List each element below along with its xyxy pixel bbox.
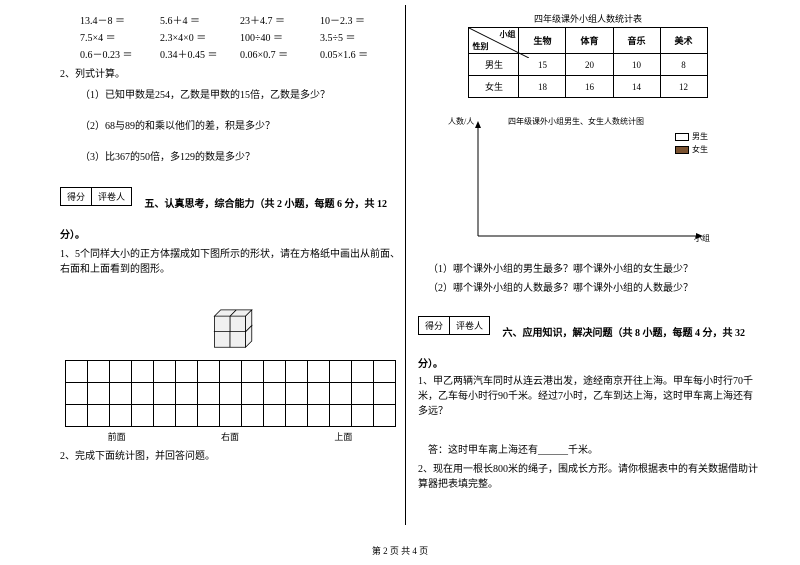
view-right: 右面 [221, 430, 239, 443]
score-label: 得分 [61, 188, 92, 205]
score-label: 得分 [419, 317, 450, 334]
calc: 0.05×1.6 ＝ [320, 46, 400, 61]
section6-header: 得分 评卷人 六、应用知识，解决问题（共 8 小题，每题 4 分，共 32 [418, 308, 758, 339]
cell: 8 [660, 54, 707, 76]
view-front: 前面 [108, 430, 126, 443]
q6-1: 1、甲乙两辆汽车同时从连云港出发，途经南京开往上海。甲车每小时行70千米，乙车每… [418, 374, 758, 419]
fen-paren: 分）。 [60, 226, 400, 241]
diag-top: 小组 [499, 29, 515, 40]
calc: 100÷40 ＝ [240, 29, 320, 44]
calc: 3.5÷5 ＝ [320, 29, 400, 44]
calc-row: 13.4－8 ＝ 5.6＋4 ＝ 23＋4.7 ＝ 10－2.3 ＝ [80, 12, 400, 27]
data-table: 小组 性别 生物 体育 音乐 美术 男生 15 20 10 8 女生 18 16… [468, 27, 707, 98]
chart-subtitle: 四年级课外小组男生、女生人数统计图 [508, 116, 644, 127]
qr1: （1）哪个课外小组的男生最多？哪个课外小组的女生最少？ [418, 260, 758, 275]
calc: 0.6－0.23 ＝ [80, 46, 160, 61]
cell: 18 [519, 76, 566, 98]
chart-axes [448, 106, 728, 256]
calc: 7.5×4 ＝ [80, 29, 160, 44]
col-h: 音乐 [613, 28, 660, 54]
reviewer-label: 评卷人 [450, 317, 489, 334]
calc-row: 0.6－0.23 ＝ 0.34＋0.45 ＝ 0.06×0.7 ＝ 0.05×1… [80, 46, 400, 61]
calc: 2.3×4×0 ＝ [160, 29, 240, 44]
page-footer: 第 2 页 共 4 页 [0, 544, 800, 557]
diag-bot: 性别 [472, 41, 488, 52]
diag-header: 小组 性别 [469, 28, 519, 54]
section5-title: 五、认真思考，综合能力（共 2 小题，每题 6 分，共 12 [145, 195, 388, 210]
q6-2: 2、现在用一根长800米的绳子，围成长方形。请你根据表中的有关数据借助计算器把表… [418, 460, 758, 490]
cell: 12 [660, 76, 707, 98]
q5-1: 1、5个同样大小的正方体摆成如下图所示的形状，请在方格纸中画出从前面、右面和上面… [60, 245, 400, 275]
cell: 14 [613, 76, 660, 98]
legend-swatch-girl [675, 146, 689, 154]
calc: 5.6＋4 ＝ [160, 12, 240, 27]
cell: 16 [566, 76, 613, 98]
left-column: 13.4－8 ＝ 5.6＋4 ＝ 23＋4.7 ＝ 10－2.3 ＝ 7.5×4… [60, 12, 400, 466]
data-table-title: 四年级课外小组人数统计表 [418, 12, 758, 25]
q2a: （1）已知甲数是254，乙数是甲数的15倍，乙数是多少？ [60, 86, 400, 101]
view-top: 上面 [334, 430, 352, 443]
ans-line: 答：这时甲车离上海还有______千米。 [418, 441, 758, 456]
y-axis-label: 人数/人 [448, 116, 474, 127]
q2-head: 2、列式计算。 [60, 65, 400, 80]
q2b: （2）68与89的和乘以他们的差，积是多少？ [60, 117, 400, 132]
calc: 23＋4.7 ＝ [240, 12, 320, 27]
calc-block: 13.4－8 ＝ 5.6＋4 ＝ 23＋4.7 ＝ 10－2.3 ＝ 7.5×4… [80, 12, 400, 61]
qr2: （2）哪个课外小组的人数最多？哪个课外小组的人数最少？ [418, 279, 758, 294]
reviewer-label: 评卷人 [92, 188, 131, 205]
answer-grid [65, 360, 396, 427]
bar-chart: 人数/人 四年级课外小组男生、女生人数统计图 男生 女生 小组 [448, 106, 728, 256]
q2c: （3）比367的50倍，多129的数是多少？ [60, 148, 400, 163]
score-box: 得分 评卷人 [418, 316, 490, 335]
legend-swatch-boy [675, 133, 689, 141]
cubes-figure [190, 285, 270, 355]
fen-paren: 分）。 [418, 355, 758, 370]
calc: 0.06×0.7 ＝ [240, 46, 320, 61]
col-h: 体育 [566, 28, 613, 54]
view-labels: 前面 右面 上面 [60, 430, 400, 443]
col-h: 美术 [660, 28, 707, 54]
section6-title: 六、应用知识，解决问题（共 8 小题，每题 4 分，共 32 [503, 324, 746, 339]
calc: 10－2.3 ＝ [320, 12, 400, 27]
q5-2: 2、完成下面统计图，并回答问题。 [60, 447, 400, 462]
cell: 10 [613, 54, 660, 76]
cell: 20 [566, 54, 613, 76]
x-axis-label: 小组 [694, 233, 710, 244]
legend: 男生 女生 [675, 131, 708, 157]
score-box: 得分 评卷人 [60, 187, 132, 206]
section5-header: 得分 评卷人 五、认真思考，综合能力（共 2 小题，每题 6 分，共 12 [60, 179, 400, 210]
column-divider [405, 5, 406, 525]
calc: 13.4－8 ＝ [80, 12, 160, 27]
calc: 0.34＋0.45 ＝ [160, 46, 240, 61]
table-row: 女生 18 16 14 12 [469, 76, 707, 98]
legend-boy: 男生 [675, 131, 708, 142]
row-h: 女生 [469, 76, 519, 98]
calc-row: 7.5×4 ＝ 2.3×4×0 ＝ 100÷40 ＝ 3.5÷5 ＝ [80, 29, 400, 44]
right-column: 四年级课外小组人数统计表 小组 性别 生物 体育 音乐 美术 男生 15 20 … [418, 12, 758, 494]
legend-girl: 女生 [675, 144, 708, 155]
